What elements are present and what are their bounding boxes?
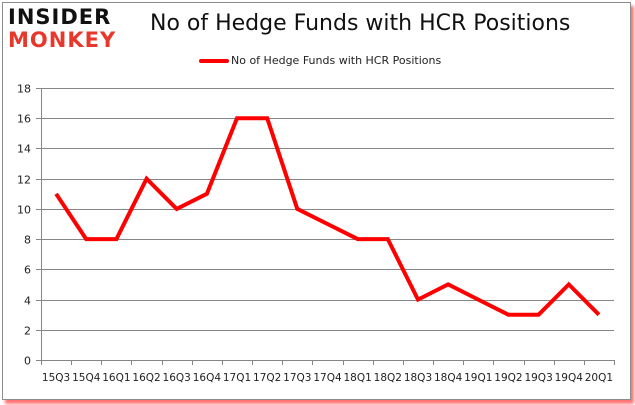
x-tick-label: 17Q1 [223,372,251,384]
y-tick-label: 8 [24,234,31,247]
x-tick-label: 17Q3 [283,372,311,384]
x-tick-label: 19Q3 [524,372,552,384]
legend-label: No of Hedge Funds with HCR Positions [231,54,442,67]
y-tick-label: 4 [24,295,31,308]
x-tick-label: 15Q3 [42,372,70,384]
y-tick-label: 12 [17,174,31,187]
x-tick-label: 19Q4 [555,372,584,384]
chart-frame [2,2,631,400]
x-tick-label: 19Q1 [464,372,492,384]
chart-legend: No of Hedge Funds with HCR Positions [199,54,441,67]
y-tick-label: 6 [24,264,31,277]
y-axis-ticks: 0 2 4 6 8 10 12 14 16 18 [17,83,41,368]
logo-line-1: INSIDER [8,5,112,29]
x-tick-label: 20Q1 [585,372,613,384]
x-tick-label: 18Q1 [344,372,372,384]
series-line [54,116,601,317]
x-tick-label: 16Q1 [102,372,130,384]
y-tick-label: 16 [17,113,31,126]
x-tick-label: 19Q2 [494,372,522,384]
x-tick-label: 16Q3 [163,372,191,384]
x-tick-label: 15Q4 [72,372,101,384]
insider-monkey-logo: INSIDER MONKEY [8,6,140,54]
chart-title: No of Hedge Funds with HCR Positions [150,11,571,36]
x-axis-ticks: 15Q3 15Q4 16Q1 16Q2 16Q3 16Q4 17Q1 17Q2 17Q3 17Q4… [41,360,615,384]
x-tick-label: 16Q4 [193,372,222,384]
legend-line-icon [199,58,229,63]
logo-line-2: MONKEY [8,28,117,52]
gridlines [41,88,614,361]
x-tick-label: 17Q2 [253,372,281,384]
x-tick-label: 18Q3 [404,372,432,384]
x-tick-label: 18Q4 [434,372,463,384]
x-tick-label: 17Q4 [313,372,342,384]
y-tick-label: 10 [17,204,31,217]
x-tick-label: 18Q2 [374,372,402,384]
y-tick-label: 2 [24,325,31,338]
x-tick-label: 16Q2 [132,372,160,384]
y-tick-label: 0 [24,355,31,368]
y-tick-label: 14 [17,143,31,156]
y-tick-label: 18 [17,83,31,96]
